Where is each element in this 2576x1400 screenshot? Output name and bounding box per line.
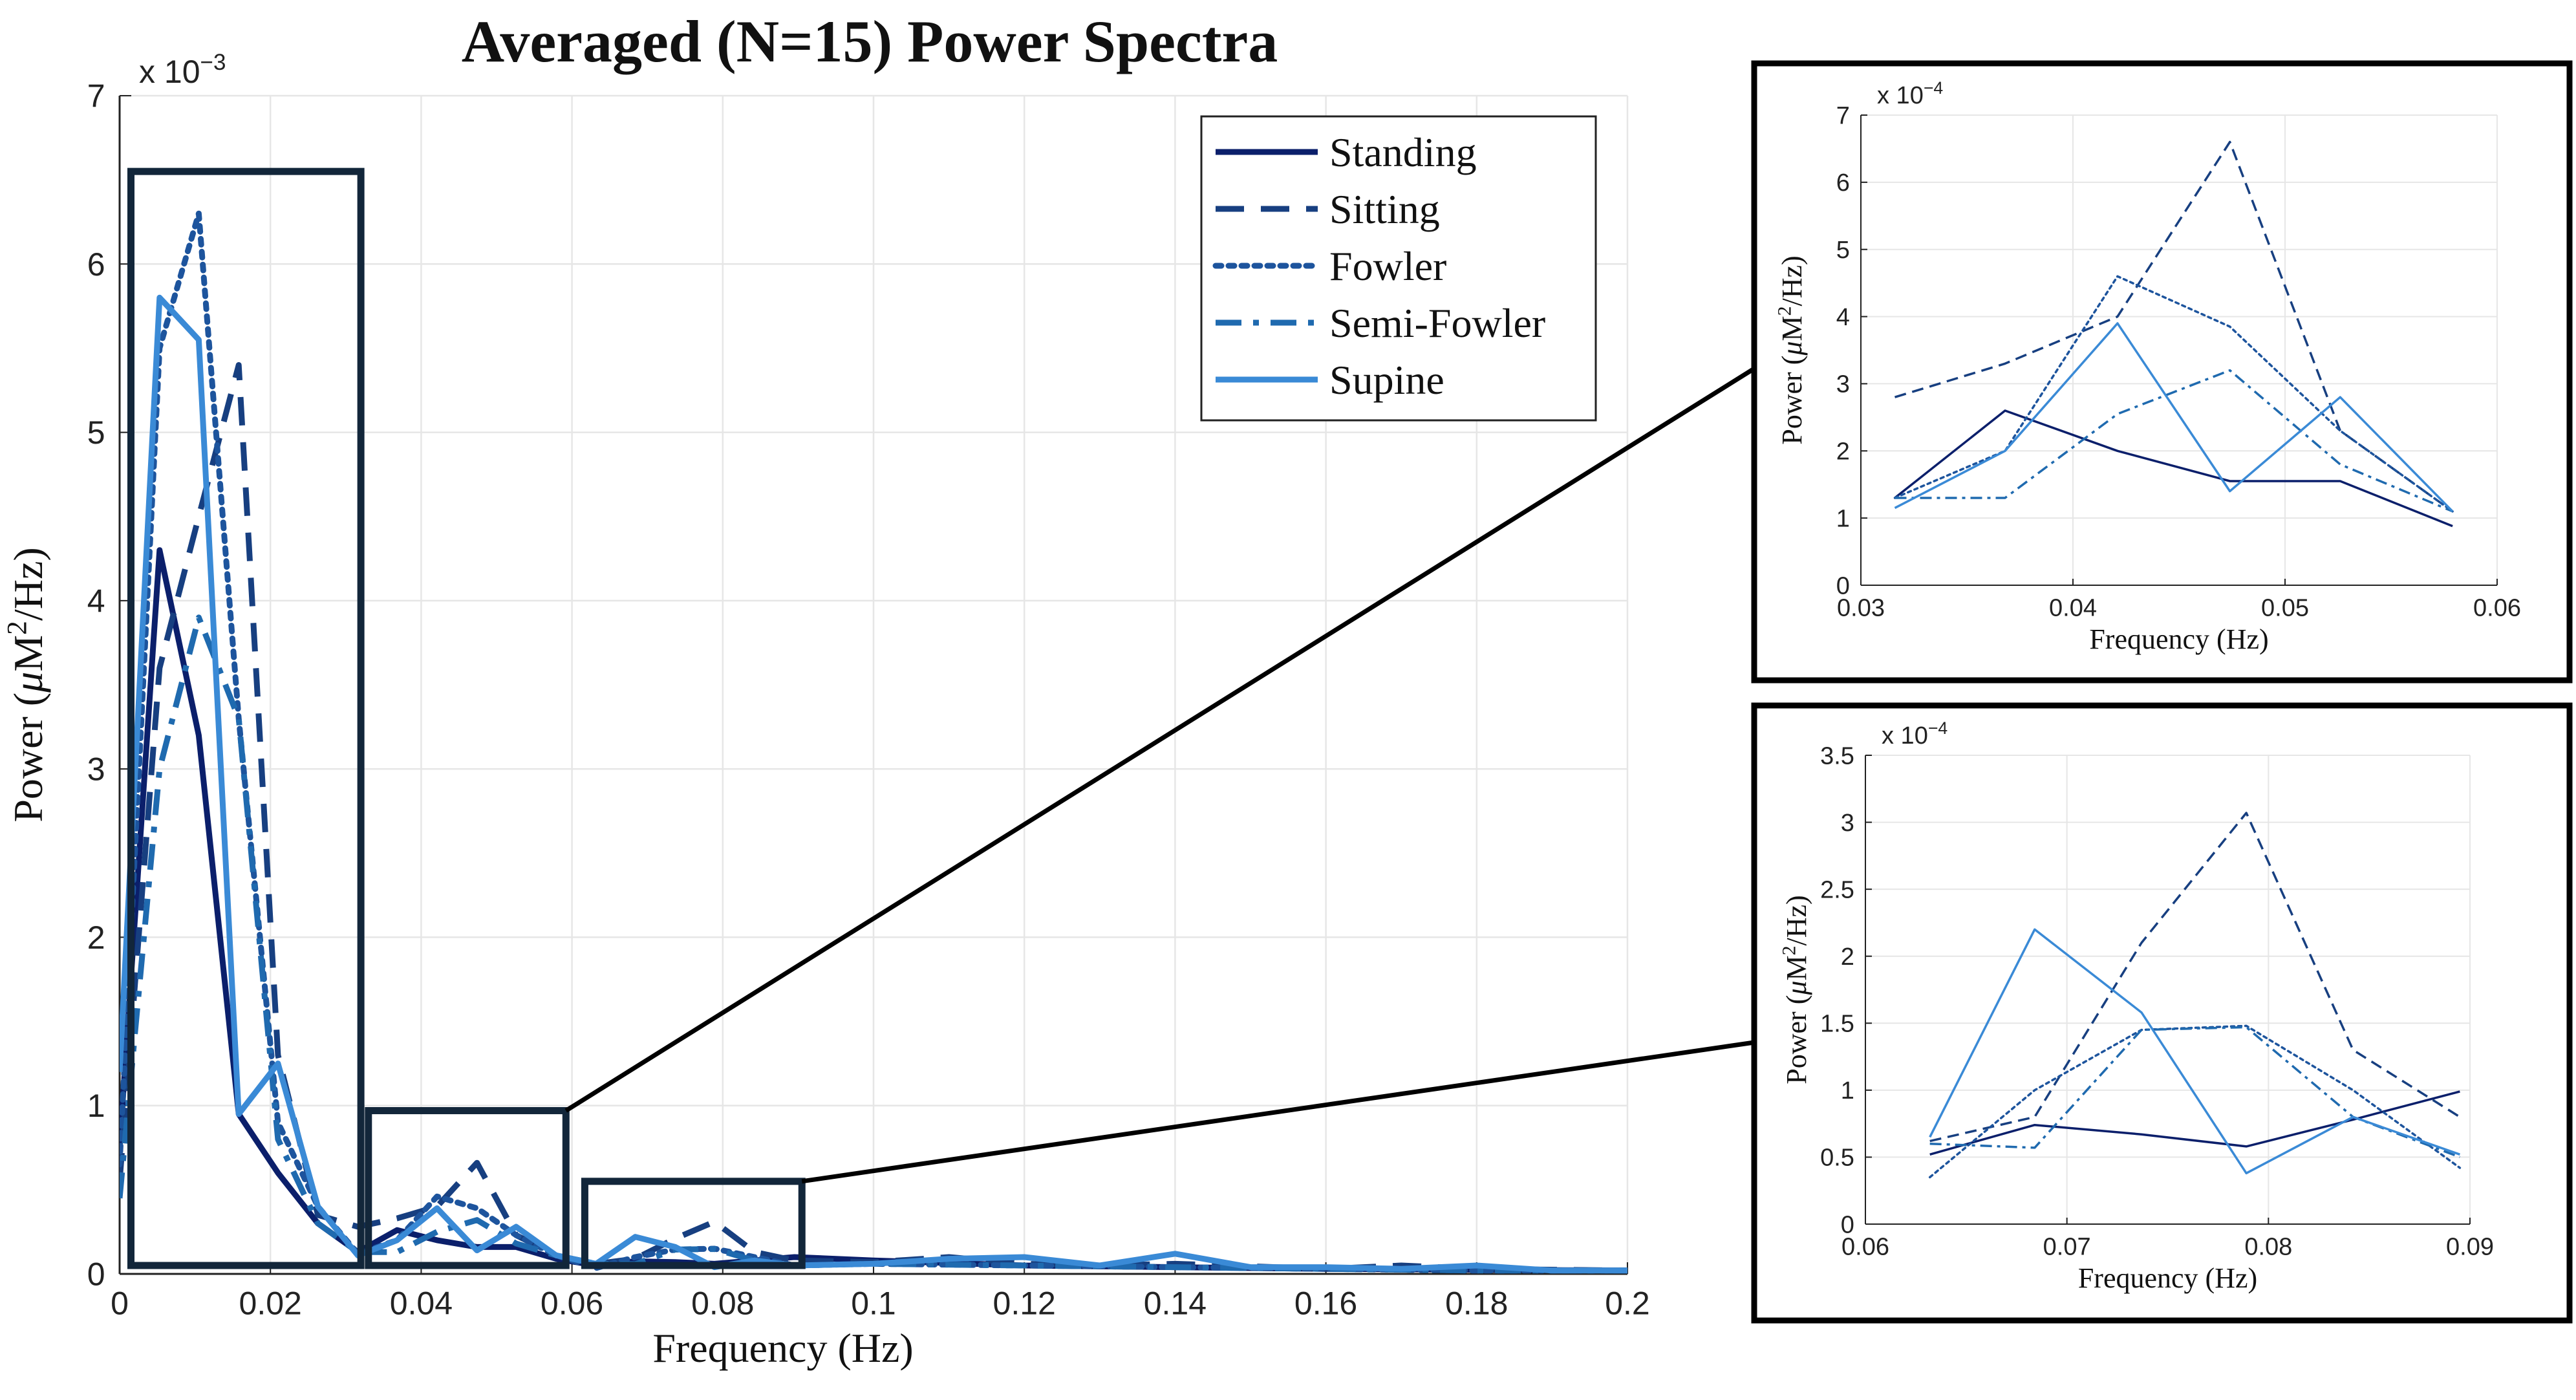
inset-lower-xtick-label-1: 0.07 <box>2043 1234 2091 1261</box>
main-xtick-label-3: 0.06 <box>541 1286 603 1322</box>
inset-upper-series-semi-fowler <box>1894 369 2453 513</box>
inset-upper-xtick-label-1: 0.04 <box>2049 595 2097 622</box>
inset-lower-series-standing <box>1929 1090 2460 1156</box>
inset-upper-chart: 0.03 0.04 0.05 0.06 0 1 2 3 4 5 6 7 x 10−4 Frequency … <box>1751 60 2573 684</box>
main-xtick-label-0: 0 <box>111 1286 129 1322</box>
inset-lower-series-fowler <box>1928 1024 2462 1179</box>
inset-upper-xtick-label-3: 0.06 <box>2473 595 2521 622</box>
main-ytick-label-7: 7 <box>87 78 105 114</box>
inset-upper-series-supine <box>1894 322 2454 513</box>
inset-upper-ytick-label-0: 0 <box>1836 572 1850 599</box>
inset-upper-series-sitting <box>1894 140 2454 513</box>
main-series-supine <box>120 294 1627 1274</box>
inset-lower-xtick-label-0: 0.06 <box>1841 1234 1889 1261</box>
inset-upper-ytick-label-2: 2 <box>1836 438 1850 466</box>
main-xtick-label-4: 0.08 <box>691 1286 754 1322</box>
inset-lower-ytick-label-6: 3 <box>1841 810 1854 837</box>
main-xtick-label-8: 0.16 <box>1294 1286 1357 1322</box>
main-xtick-label-7: 0.14 <box>1144 1286 1207 1322</box>
inset-lower-series-supine <box>1929 928 2460 1175</box>
inset-lower-ytick-label-1: 0.5 <box>1820 1145 1854 1172</box>
main-xlabel: Frequency (Hz) <box>652 1325 913 1371</box>
zoom-connectors <box>564 367 1755 1184</box>
legend-label-sitting: Sitting <box>1329 186 1440 232</box>
inset-lower-ytick-label-0: 0 <box>1841 1211 1854 1238</box>
main-chart: 0 0.02 0.04 0.06 0.08 0.1 0.12 0.14 0.16 0.18 0.2 0… <box>2 8 1650 1371</box>
inset-upper-series-standing <box>1894 409 2453 528</box>
inset-lower-ylabel: Power (μM2/Hz) <box>1778 895 1812 1084</box>
legend: Standing Sitting Fowler Semi-Fowler Supine <box>1200 115 1597 422</box>
main-title: Averaged (N=15) Power Spectra <box>462 8 1278 74</box>
inset-upper-series-group <box>1893 140 2454 528</box>
zoom-region-box-3 <box>581 1178 806 1269</box>
inset-upper-ylabel: Power (μM2/Hz) <box>1774 255 1808 444</box>
inset-upper-xtick-label-2: 0.05 <box>2261 595 2309 622</box>
inset-upper-ytick-label-5: 5 <box>1836 237 1850 264</box>
main-xtick-label-9: 0.18 <box>1445 1286 1508 1322</box>
inset-upper-series-fowler <box>1893 275 2454 513</box>
connector-line-lower <box>801 1040 1755 1184</box>
main-ytick-label-4: 4 <box>87 583 105 619</box>
legend-label-fowler: Fowler <box>1329 243 1446 289</box>
main-ytick-label-2: 2 <box>87 920 105 956</box>
inset-lower-series-group <box>1928 812 2462 1179</box>
inset-upper-ytick-label-1: 1 <box>1836 505 1850 532</box>
inset-upper-exponent-label: x 10−4 <box>1877 78 1943 109</box>
legend-label-standing: Standing <box>1329 129 1477 175</box>
zoom-region-box-2 <box>365 1107 570 1269</box>
inset-upper-ytick-label-6: 6 <box>1836 169 1850 197</box>
main-ytick-label-0: 0 <box>87 1256 105 1293</box>
inset-lower-ytick-label-4: 2 <box>1841 943 1854 971</box>
inset-lower-xlabel: Frequency (Hz) <box>2078 1262 2257 1294</box>
main-ytick-label-5: 5 <box>87 415 105 451</box>
inset-upper-xtick-label-0: 0.03 <box>1837 595 1885 622</box>
inset-lower-ytick-label-3: 1.5 <box>1820 1011 1854 1038</box>
inset-upper-xlabel: Frequency (Hz) <box>2089 623 2268 655</box>
inset-lower-ytick-label-7: 3.5 <box>1820 742 1854 770</box>
zoom-region-box-1 <box>127 167 365 1269</box>
connector-line-upper <box>564 367 1755 1113</box>
main-xtick-label-6: 0.12 <box>993 1286 1056 1322</box>
main-xtick-label-5: 0.1 <box>851 1286 896 1322</box>
inset-upper-ytick-label-7: 7 <box>1836 102 1850 129</box>
inset-upper-ytick-label-4: 4 <box>1836 304 1850 331</box>
main-xtick-label-2: 0.04 <box>390 1286 453 1322</box>
inset-upper-frame <box>1751 60 2573 684</box>
inset-lower-xtick-label-2: 0.08 <box>2244 1234 2292 1261</box>
inset-lower-ytick-label-5: 2.5 <box>1820 876 1854 903</box>
main-ytick-label-6: 6 <box>87 246 105 283</box>
legend-label-semi-fowler: Semi-Fowler <box>1329 300 1545 346</box>
main-ytick-label-1: 1 <box>87 1088 105 1124</box>
main-ylabel: Power (μM2/Hz) <box>2 547 51 822</box>
main-series-group <box>120 210 1627 1274</box>
inset-lower-ytick-label-2: 1 <box>1841 1077 1854 1104</box>
main-xtick-label-10: 0.2 <box>1605 1286 1650 1322</box>
inset-upper-ytick-label-3: 3 <box>1836 371 1850 398</box>
inset-lower-xtick-label-3: 0.09 <box>2446 1234 2494 1261</box>
main-ytick-label-3: 3 <box>87 751 105 788</box>
main-xtick-label-1: 0.02 <box>239 1286 302 1322</box>
inset-lower-frame <box>1751 702 2573 1324</box>
legend-label-supine: Supine <box>1329 357 1444 403</box>
